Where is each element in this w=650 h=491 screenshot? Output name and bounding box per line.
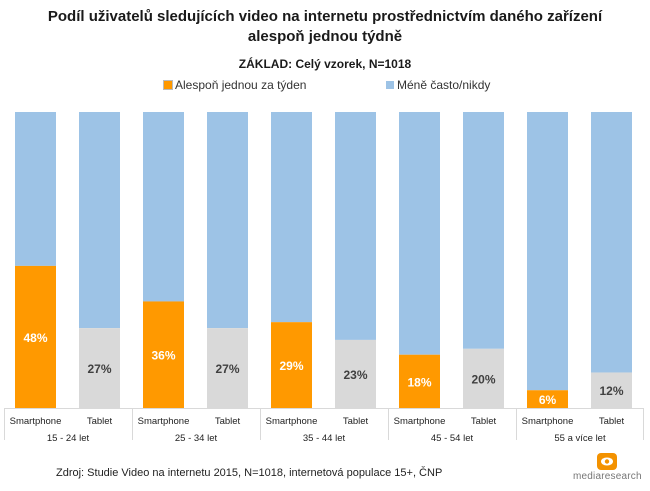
- data-label: 27%: [87, 362, 111, 376]
- bar-weekly-tablet: [463, 348, 504, 408]
- x-tick-label-device: Tablet: [471, 416, 497, 427]
- bar-less-often-smartphone: [15, 112, 56, 266]
- chart-title-line-2: alespoň jednou týdně: [247, 28, 403, 45]
- bar-less-often-smartphone: [143, 112, 184, 302]
- data-label: 36%: [151, 349, 175, 363]
- bar-less-often-tablet: [591, 112, 632, 373]
- data-label: 23%: [343, 368, 367, 382]
- eye-logo-icon: [597, 453, 617, 470]
- x-tick-label-device: Tablet: [343, 416, 369, 427]
- data-label: 29%: [279, 359, 303, 373]
- source-note: Zdroj: Studie Video na internetu 2015, N…: [56, 467, 443, 479]
- x-tick-label-group: 35 - 44 let: [303, 433, 346, 444]
- bar-weekly-smartphone: [15, 265, 56, 408]
- bar-weekly-smartphone: [399, 354, 440, 408]
- legend-label-weekly: Alespoň jednou za týden: [175, 78, 307, 92]
- mediaresearch-logo: mediaresearch: [573, 452, 642, 486]
- chart-title-line-1: Podíl uživatelů sledujících video na int…: [47, 8, 603, 25]
- x-tick-label-group: 45 - 54 let: [431, 433, 474, 444]
- x-tick-label-group: 25 - 34 let: [175, 433, 218, 444]
- data-label: 6%: [539, 393, 557, 407]
- x-tick-label-device: Smartphone: [394, 416, 446, 427]
- x-tick-label-device: Smartphone: [266, 416, 318, 427]
- x-tick-label-group: 15 - 24 let: [47, 433, 90, 444]
- x-tick-label-device: Tablet: [215, 416, 241, 427]
- data-label: 27%: [215, 362, 239, 376]
- bar-weekly-smartphone: [527, 390, 568, 408]
- legend-swatch-weekly: [163, 80, 173, 90]
- bar-weekly-tablet: [207, 328, 248, 408]
- bar-less-often-tablet: [335, 112, 376, 340]
- chart-subtitle: ZÁKLAD: Celý vzorek, N=1018: [238, 57, 412, 71]
- legend-swatch-less-often: [386, 81, 394, 89]
- logo-text: mediaresearch: [573, 471, 642, 482]
- legend-item-weekly: Alespoň jednou za týden: [163, 78, 307, 92]
- bar-weekly-tablet: [79, 328, 120, 408]
- x-tick-label-device: Smartphone: [10, 416, 62, 427]
- data-label: 12%: [599, 384, 623, 398]
- bar-less-often-tablet: [207, 112, 248, 329]
- bar-weekly-smartphone: [271, 322, 312, 408]
- bar-weekly-tablet: [335, 339, 376, 408]
- legend-item-less-often: Méně často/nikdy: [386, 78, 490, 92]
- data-label: 20%: [471, 372, 495, 386]
- data-label: 48%: [23, 331, 47, 345]
- bar-less-often-tablet: [79, 112, 120, 329]
- x-tick-label-device: Tablet: [599, 416, 625, 427]
- bar-less-often-smartphone: [527, 112, 568, 391]
- data-label: 18%: [407, 375, 431, 389]
- x-tick-label-device: Tablet: [87, 416, 113, 427]
- bar-less-often-smartphone: [399, 112, 440, 355]
- bar-less-often-tablet: [463, 112, 504, 349]
- legend-label-less-often: Méně často/nikdy: [397, 78, 491, 92]
- bar-weekly-tablet: [591, 372, 632, 408]
- bar-weekly-smartphone: [143, 301, 184, 408]
- x-tick-label-group: 55 a více let: [554, 433, 606, 444]
- x-tick-label-device: Smartphone: [138, 416, 190, 427]
- bar-less-often-smartphone: [271, 112, 312, 323]
- x-tick-label-device: Smartphone: [522, 416, 574, 427]
